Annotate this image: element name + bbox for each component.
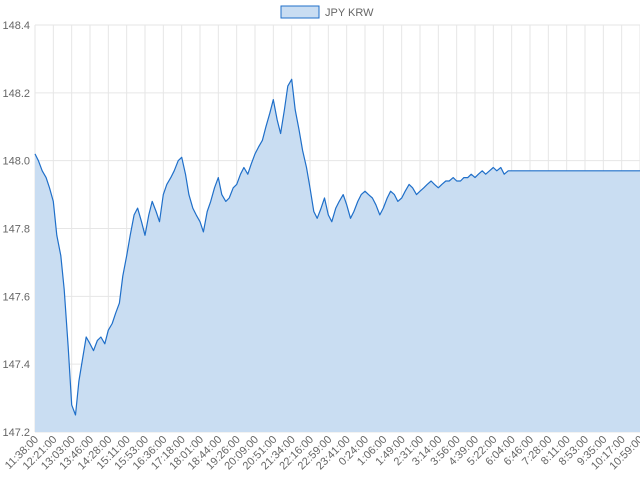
y-tick-label: 148.4 <box>2 20 30 32</box>
x-axis: 11:38:0012:21:0013:03:0013:46:0014:28:00… <box>3 434 640 473</box>
series-jpy-krw <box>34 78 640 433</box>
y-tick-label: 147.4 <box>2 359 30 371</box>
y-tick-label: 148.2 <box>2 88 30 100</box>
area-fill <box>35 79 640 433</box>
y-tick-label: 147.2 <box>2 427 30 439</box>
y-tick-label: 147.6 <box>2 291 30 303</box>
y-tick-label: 147.8 <box>2 224 30 236</box>
legend-label: JPY KRW <box>325 7 374 19</box>
series-line <box>34 78 640 416</box>
legend[interactable]: JPY KRW <box>280 5 374 19</box>
y-tick-label: 148.0 <box>2 156 30 168</box>
y-axis: 147.2 147.4 147.6 147.8 148.0 148.2 148.4 <box>2 20 30 439</box>
legend-swatch <box>280 5 320 19</box>
